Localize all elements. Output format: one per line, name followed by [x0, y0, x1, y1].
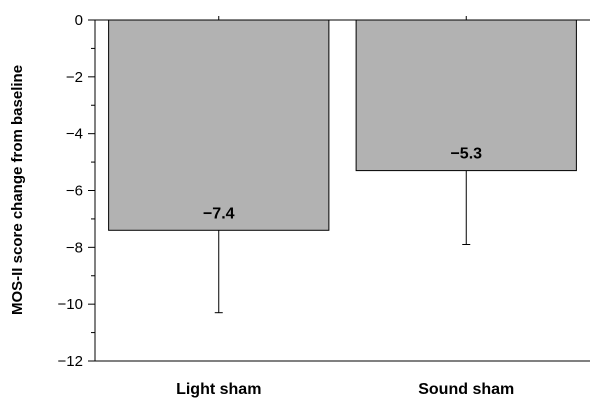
- bar: [108, 19, 330, 231]
- y-tick-label: −6: [66, 183, 83, 200]
- data-label: −5.3: [450, 146, 482, 163]
- y-tick-label: −4: [66, 126, 83, 143]
- data-label: −7.4: [203, 205, 235, 222]
- x-tick-label: Light sham: [176, 381, 261, 398]
- y-tick-label: −2: [66, 69, 83, 86]
- bar: [355, 19, 577, 172]
- y-tick-label: −10: [58, 296, 83, 313]
- y-tick-label: 0: [75, 12, 83, 29]
- y-tick-label: −12: [58, 353, 83, 370]
- x-tick-label: Sound sham: [418, 381, 514, 398]
- y-axis-label: MOS-II score change from baseline: [9, 65, 26, 315]
- y-tick-label: −8: [66, 239, 83, 256]
- plot-area: 0 −2 −4 −6 −8 −10 −12 −7.4 Light sham −5.3 Sound s…: [58, 12, 590, 398]
